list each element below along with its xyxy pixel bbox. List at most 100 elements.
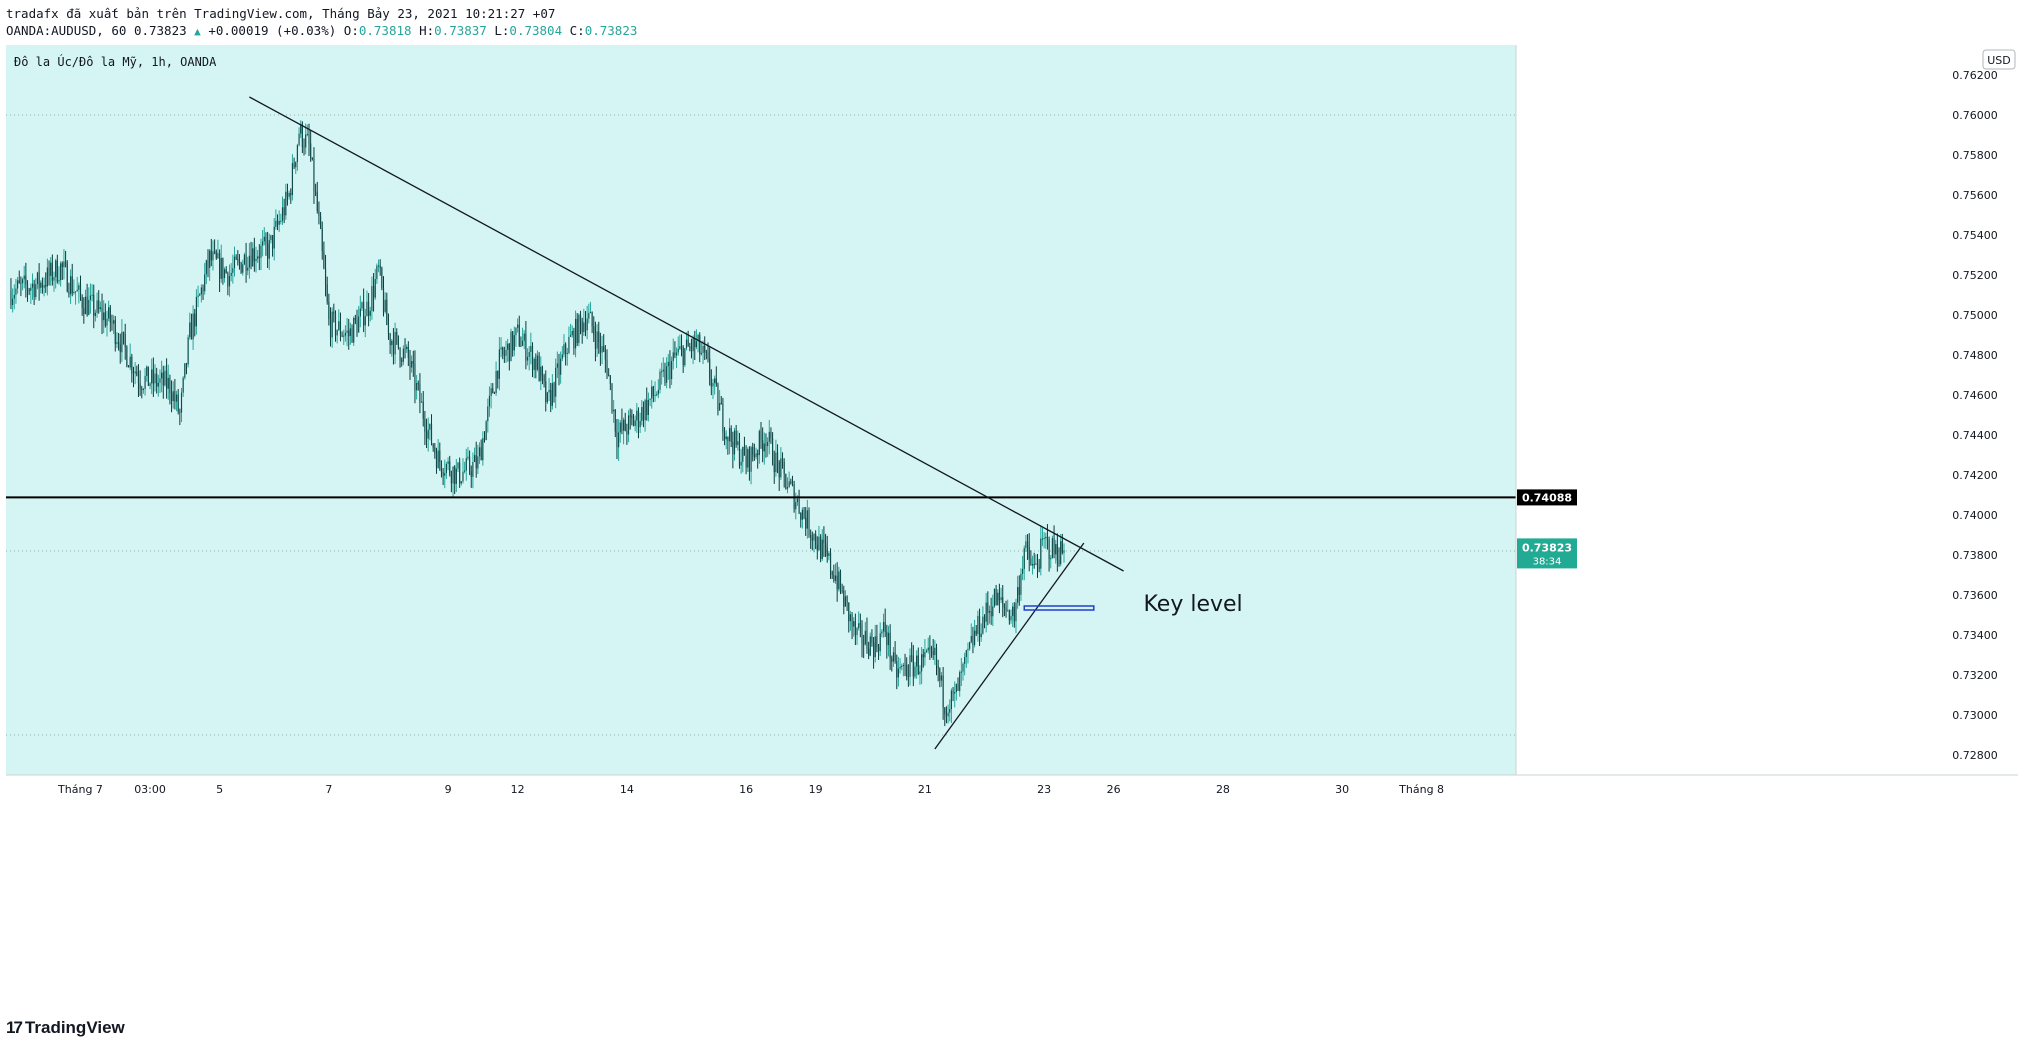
candle-body [959, 672, 961, 691]
candle-body [76, 289, 78, 292]
candle-body [179, 411, 181, 413]
time-tick-label: 9 [445, 783, 452, 796]
candle-body [184, 363, 186, 378]
candle-body [61, 263, 63, 268]
tradingview-logo[interactable]: 17 TradingView [6, 1018, 125, 1038]
candle-body [788, 481, 790, 488]
price-tick-label: 0.75400 [1952, 229, 1998, 242]
candle-body [414, 363, 416, 391]
price-tick-label: 0.74000 [1952, 509, 1998, 522]
candle-body [242, 264, 244, 273]
candle-body [618, 432, 620, 448]
candle-body [538, 355, 540, 381]
candle-body [604, 350, 606, 360]
candle-body [689, 346, 691, 348]
candle-body [843, 590, 845, 607]
candle-body [488, 395, 491, 407]
candle-body [437, 450, 439, 468]
key-level-zone[interactable] [1023, 605, 1095, 611]
candle-body [199, 294, 201, 296]
candle-body [122, 331, 125, 334]
candle-body [411, 361, 413, 368]
candle-body [79, 285, 82, 298]
price-tick-label: 0.75800 [1952, 149, 1998, 162]
candle-body [753, 454, 755, 458]
candle-body [368, 301, 370, 316]
candle-body [720, 402, 722, 404]
candle-body [281, 207, 284, 221]
time-axis[interactable]: Tháng 7 03:00 5 7 9 12 14 16 19 21 23 26 28 30 Tháng 8 [6, 774, 2018, 807]
candle-body [709, 358, 711, 379]
candle-body [528, 352, 530, 357]
candle-body [12, 298, 14, 305]
candle-body [207, 260, 209, 268]
candle-body [517, 324, 519, 328]
candle-body [73, 291, 75, 294]
candle-body [286, 191, 289, 197]
candle-body [563, 344, 565, 355]
candle-body [447, 461, 449, 465]
candle-body [152, 369, 154, 384]
candle-body [849, 614, 851, 622]
candle-body [661, 371, 663, 373]
candle-body [402, 348, 404, 362]
candle-body [556, 363, 558, 368]
candle-body [56, 260, 58, 282]
candle-body [916, 655, 918, 667]
candle-body [853, 621, 855, 627]
time-axis-background [6, 775, 1516, 807]
candle-body [1063, 550, 1065, 553]
candle-body [113, 320, 115, 324]
candle-body [684, 348, 686, 366]
candle-body [763, 443, 765, 452]
candle-body [603, 346, 605, 351]
candle-body [444, 473, 446, 476]
candle-body [253, 248, 255, 262]
candle-body [475, 455, 477, 469]
candle-body [907, 676, 909, 678]
candle-body [697, 335, 699, 342]
candle-body [687, 339, 689, 347]
candle-body [434, 447, 436, 454]
candle-body [728, 428, 731, 442]
candle-body [235, 256, 237, 260]
candle-body [285, 191, 287, 216]
candle-body [255, 258, 257, 262]
candle-body [881, 631, 883, 634]
candle-body [922, 654, 924, 658]
candle-body [162, 372, 164, 386]
candle-body [497, 370, 499, 379]
candle-body [785, 473, 787, 489]
candle-body [647, 400, 649, 415]
change-value: +0.00019 (+0.03%) [208, 23, 337, 38]
candle-body [876, 636, 878, 648]
price-axis[interactable]: 0.76200 0.76000 0.75800 0.75600 0.75400 0.752… [1515, 45, 2018, 807]
candle-body [1050, 558, 1052, 560]
candle-body [328, 301, 330, 320]
candle-body [35, 284, 37, 298]
candle-body [798, 498, 800, 513]
candle-body [767, 441, 769, 447]
candle-body [379, 265, 381, 269]
candle-body [921, 654, 923, 672]
candle-body [404, 348, 406, 350]
key-level-annotation[interactable]: Key level [1143, 592, 1242, 617]
candle-body [270, 235, 272, 241]
candle-body [879, 633, 881, 652]
candle-body [960, 671, 962, 673]
candle-body [108, 307, 110, 319]
descending-resistance-trendline[interactable] [249, 96, 1124, 572]
candle-body [69, 276, 72, 295]
ascending-support-trendline[interactable] [934, 542, 1085, 750]
candle-body [359, 308, 361, 317]
candle-body [381, 268, 383, 288]
candle-body [664, 369, 666, 383]
candle-body [561, 354, 563, 359]
candle-body [164, 370, 166, 386]
candle-body [555, 367, 557, 397]
axis-corner [1516, 775, 2018, 807]
drawings-layer[interactable]: Key level [6, 96, 1516, 750]
candle-body [374, 279, 376, 298]
currency-badge[interactable]: USD [1982, 49, 2016, 70]
